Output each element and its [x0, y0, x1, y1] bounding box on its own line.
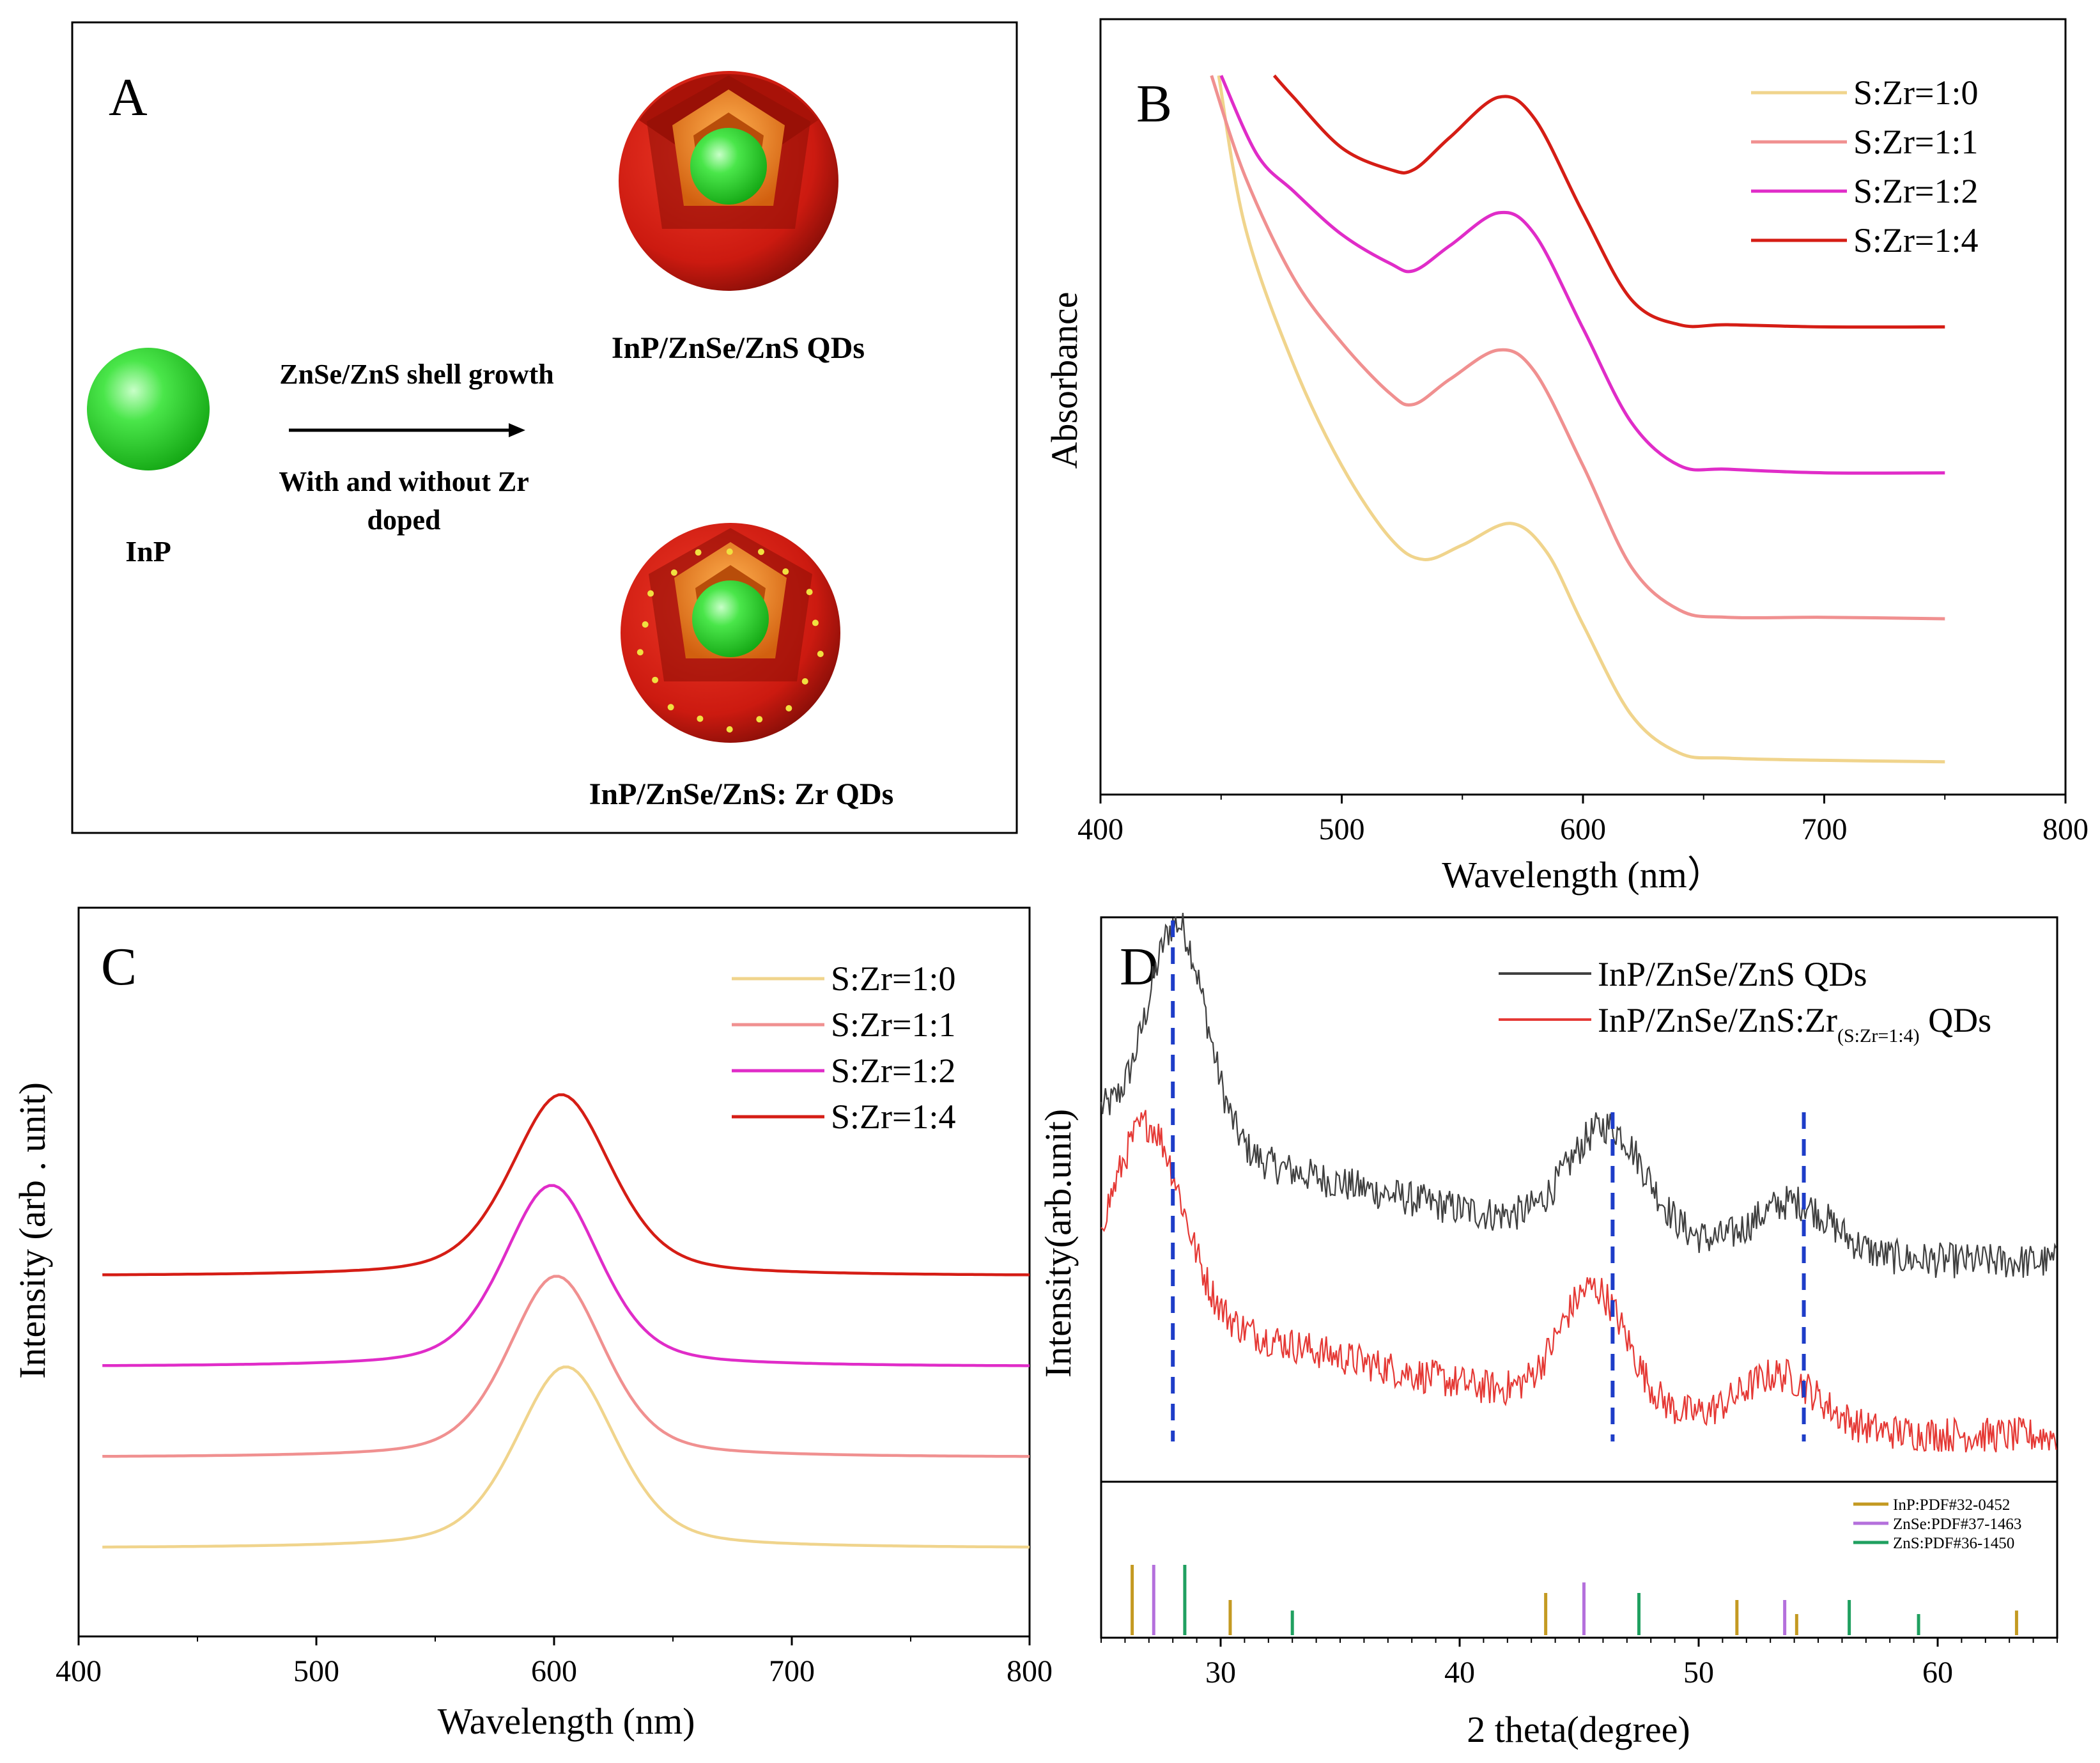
zr-dopant-dot	[670, 569, 677, 576]
zr-dopant-dot	[785, 705, 792, 712]
panel-d-ref-legend-label: InP:PDF#32-0452	[1893, 1496, 2010, 1514]
arrow-top-label: ZnSe/ZnS shell growth	[279, 359, 554, 390]
panel-d-x-tick-label: 30	[1205, 1656, 1236, 1689]
zr-dopant-dot	[695, 549, 702, 556]
qd-zr-doped	[621, 523, 840, 743]
panel-c-x-tick-label: 600	[531, 1654, 577, 1688]
panel-c-xlabel: Wavelength (nm)	[438, 1700, 695, 1742]
arrow-head	[509, 423, 525, 437]
qd-zr-label: InP/ZnSe/ZnS: Zr QDs	[589, 777, 894, 811]
panel-a-letter: A	[109, 68, 148, 127]
panel-c-series-line	[102, 1184, 1030, 1367]
arrow-bottom-label-2: doped	[367, 504, 441, 536]
panel-a: A InP ZnSe/ZnS shell growth With and wit…	[71, 21, 1018, 834]
panel-c-legend-label: S:Zr=1:2	[831, 1052, 955, 1090]
panel-c-legend-label: S:Zr=1:1	[831, 1006, 955, 1044]
zr-dopant-dot	[756, 716, 763, 723]
inp-core-label: InP	[125, 535, 171, 568]
zr-dopant-dot	[647, 590, 654, 597]
panel-c: C Intensity (arb . unit) Wavelength (nm)…	[12, 906, 1053, 1742]
zr-dopant-dot	[812, 619, 819, 626]
panel-a-frame	[71, 21, 1018, 834]
zr-dopant-dot	[642, 621, 649, 628]
panel-d-ylabel: Intensity(arb.unit)	[1037, 1109, 1079, 1378]
arrow-bottom-label-1: With and without Zr	[279, 466, 529, 497]
panel-c-x-tick-label: 500	[293, 1654, 339, 1688]
qd-undoped	[619, 71, 838, 291]
zr-dopant-dot	[667, 704, 674, 711]
panel-d-x-tick-label: 40	[1444, 1656, 1475, 1689]
panel-b-series-line	[1219, 75, 1945, 475]
panel-c-series-line	[102, 1093, 1030, 1277]
panel-d-x-tick-label: 60	[1922, 1656, 1953, 1689]
panel-d-legend-label: InP/ZnSe/ZnS QDs	[1598, 955, 1867, 993]
panel-c-legend-label: S:Zr=1:0	[831, 959, 955, 998]
panel-c-series-line	[102, 1365, 1030, 1549]
zr-dopant-dot	[817, 650, 824, 657]
zr-dopant-dot	[782, 568, 789, 575]
panel-c-x-tick-label: 700	[769, 1654, 815, 1688]
panel-b-series-line	[1272, 74, 1945, 329]
panel-b-x-tick-label: 400	[1077, 812, 1123, 846]
zr-dopant-dot	[652, 676, 659, 683]
panel-d: D Intensity(arb.unit) 2 theta(degree) 30…	[1037, 913, 2058, 1750]
zr-dopant-dot	[757, 548, 764, 555]
panel-b-xlabel: Wavelength (nm）	[1442, 854, 1724, 896]
panel-b: B Absorbance Wavelength (nm） 400 500 600 70…	[1044, 18, 2088, 896]
panel-c-letter: C	[101, 937, 137, 997]
panel-b-x-tick-label: 500	[1319, 812, 1365, 846]
zr-dopant-dot	[806, 589, 813, 596]
panel-b-legend-label: S:Zr=1:1	[1853, 123, 1978, 161]
panel-b-legend-label: S:Zr=1:0	[1853, 74, 1978, 112]
panel-d-ref-legend-label: ZnS:PDF#36-1450	[1893, 1535, 2014, 1552]
panel-b-series-line	[1210, 75, 1945, 621]
panel-c-legend-label: S:Zr=1:4	[831, 1098, 955, 1136]
panel-c-x-tick-label: 400	[56, 1654, 102, 1688]
panel-d-x-tick-label: 50	[1683, 1656, 1714, 1689]
panel-d-legend-label: InP/ZnSe/ZnS:Zr(S:Zr=1:4) QDs	[1598, 1001, 1991, 1046]
zr-dopant-dot	[726, 548, 733, 555]
panel-b-series-line	[1217, 75, 1945, 764]
qd-undoped-label: InP/ZnSe/ZnS QDs	[612, 331, 865, 365]
panel-b-ylabel: Absorbance	[1044, 291, 1085, 469]
panel-d-series-line	[1100, 1110, 2057, 1453]
inp-core-sphere	[87, 348, 210, 470]
panel-b-letter: B	[1136, 74, 1172, 134]
zr-dopant-dot	[637, 649, 644, 656]
panel-c-x-tick-label: 800	[1007, 1654, 1053, 1688]
panel-c-series-line	[102, 1275, 1030, 1458]
panel-d-series-line	[1100, 913, 2057, 1278]
panel-b-x-tick-label: 700	[1802, 812, 1848, 846]
panel-b-legend-label: S:Zr=1:2	[1853, 172, 1978, 210]
panel-b-x-tick-label: 600	[1560, 812, 1606, 846]
zr-dopant-dot	[801, 678, 808, 685]
panel-c-ylabel: Intensity (arb . unit)	[12, 1082, 53, 1379]
panel-d-ref-legend-label: ZnSe:PDF#37-1463	[1893, 1516, 2021, 1533]
panel-d-xlabel: 2 theta(degree)	[1467, 1709, 1690, 1750]
zr-dopant-dot	[726, 726, 733, 733]
zr-dopant-dot	[697, 715, 704, 722]
panel-b-x-tick-label: 800	[2042, 812, 2088, 846]
panel-b-legend-label: S:Zr=1:4	[1853, 221, 1978, 260]
